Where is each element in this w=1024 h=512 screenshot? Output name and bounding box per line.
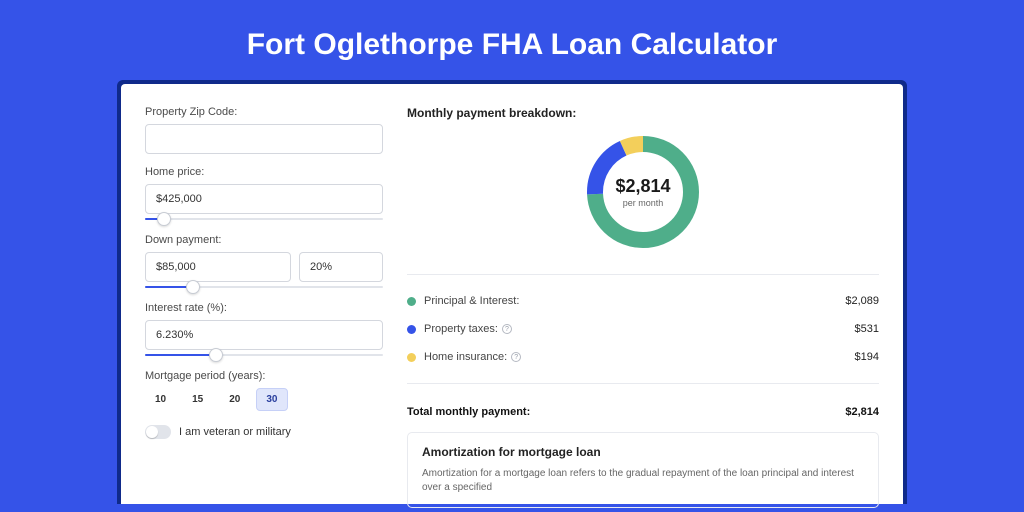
donut-value: $2,814: [615, 176, 670, 197]
slider-thumb[interactable]: [209, 348, 223, 362]
veteran-row: I am veteran or military: [145, 425, 383, 439]
donut-wrap: $2,814 per month: [407, 128, 879, 262]
period-30-button[interactable]: 30: [256, 388, 287, 411]
veteran-toggle[interactable]: [145, 425, 171, 439]
home-price-slider[interactable]: [145, 212, 383, 226]
results-column: Monthly payment breakdown: $2,814 per mo…: [407, 106, 879, 504]
donut-chart: $2,814 per month: [583, 132, 703, 252]
legend-value: $531: [855, 323, 879, 335]
card-back: Property Zip Code: Home price: Down paym…: [117, 80, 907, 504]
slider-track: [145, 218, 383, 220]
legend-value: $194: [855, 351, 879, 363]
period-20-button[interactable]: 20: [219, 388, 250, 411]
legend-text: Property taxes:: [424, 323, 498, 335]
down-payment-amount-wrap: [145, 252, 291, 282]
down-payment-row: [145, 252, 383, 282]
info-icon[interactable]: ?: [502, 324, 512, 334]
home-price-input-wrap: [145, 184, 383, 214]
slider-thumb[interactable]: [157, 212, 171, 226]
divider: [407, 274, 879, 275]
period-label: Mortgage period (years):: [145, 370, 383, 382]
legend-value: $2,089: [845, 295, 879, 307]
total-row: Total monthly payment: $2,814: [407, 396, 879, 424]
interest-input[interactable]: [156, 329, 372, 341]
zip-input-wrap: [145, 124, 383, 154]
down-payment-label: Down payment:: [145, 234, 383, 246]
info-icon[interactable]: ?: [511, 352, 521, 362]
legend-label: Principal & Interest:: [424, 295, 845, 307]
interest-slider[interactable]: [145, 348, 383, 362]
breakdown-title: Monthly payment breakdown:: [407, 106, 879, 120]
divider: [407, 383, 879, 384]
home-price-label: Home price:: [145, 166, 383, 178]
legend-text: Home insurance:: [424, 351, 507, 363]
interest-input-wrap: [145, 320, 383, 350]
form-column: Property Zip Code: Home price: Down paym…: [145, 106, 383, 504]
legend-dot: [407, 325, 416, 334]
calculator-card: Property Zip Code: Home price: Down paym…: [121, 84, 903, 504]
legend-text: Principal & Interest:: [424, 295, 519, 307]
veteran-label: I am veteran or military: [179, 426, 291, 438]
amortization-title: Amortization for mortgage loan: [422, 445, 864, 459]
period-buttons: 10 15 20 30: [145, 388, 383, 411]
legend-dot: [407, 353, 416, 362]
legend-dot: [407, 297, 416, 306]
zip-input[interactable]: [156, 133, 372, 145]
legend: Principal & Interest: $2,089 Property ta…: [407, 287, 879, 371]
home-price-input[interactable]: [156, 193, 372, 205]
page-title: Fort Oglethorpe FHA Loan Calculator: [0, 0, 1024, 80]
down-payment-amount-input[interactable]: [156, 261, 280, 273]
amortization-body: Amortization for a mortgage loan refers …: [422, 467, 864, 495]
down-payment-pct-wrap: [299, 252, 383, 282]
donut-sub: per month: [623, 198, 664, 208]
slider-thumb[interactable]: [186, 280, 200, 294]
amortization-card: Amortization for mortgage loan Amortizat…: [407, 432, 879, 508]
zip-label: Property Zip Code:: [145, 106, 383, 118]
slider-fill: [145, 354, 216, 356]
interest-label: Interest rate (%):: [145, 302, 383, 314]
down-payment-slider[interactable]: [145, 280, 383, 294]
legend-row-principal: Principal & Interest: $2,089: [407, 287, 879, 315]
down-payment-pct-input[interactable]: [310, 261, 372, 273]
period-10-button[interactable]: 10: [145, 388, 176, 411]
legend-row-insurance: Home insurance: ? $194: [407, 343, 879, 371]
period-15-button[interactable]: 15: [182, 388, 213, 411]
total-label: Total monthly payment:: [407, 406, 845, 418]
legend-row-taxes: Property taxes: ? $531: [407, 315, 879, 343]
total-value: $2,814: [845, 406, 879, 418]
donut-center: $2,814 per month: [583, 132, 703, 252]
legend-label: Home insurance: ?: [424, 351, 855, 363]
legend-label: Property taxes: ?: [424, 323, 855, 335]
